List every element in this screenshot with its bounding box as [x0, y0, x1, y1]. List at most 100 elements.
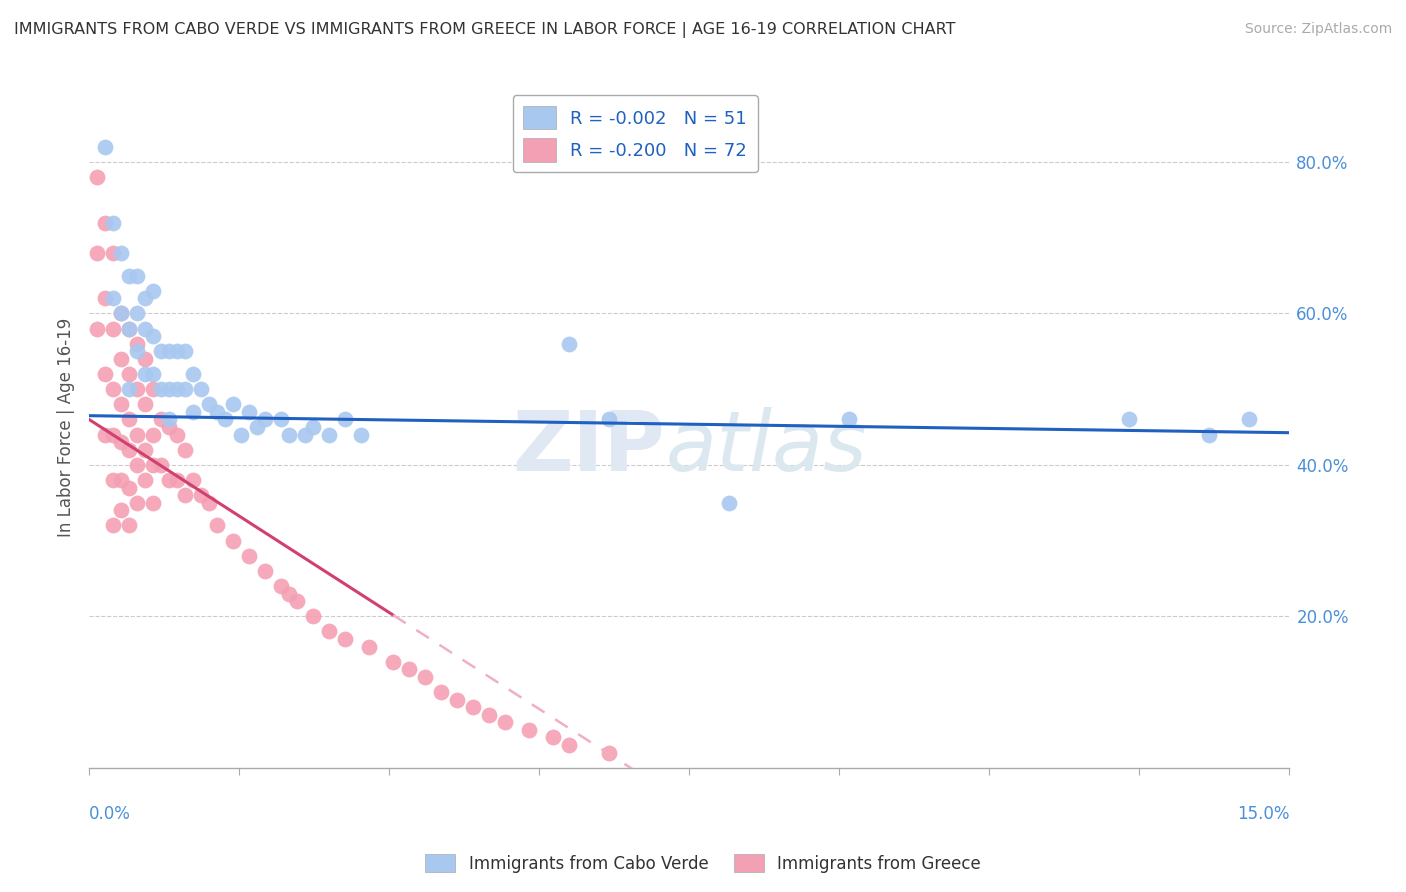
Point: [125, 268, 148, 283]
Point: [142, 284, 165, 298]
Point: [94, 216, 117, 230]
Point: [1118, 412, 1140, 426]
Point: [125, 496, 148, 510]
Point: [166, 473, 188, 487]
Point: [270, 412, 292, 426]
Point: [118, 268, 141, 283]
Point: [150, 458, 173, 472]
Point: [134, 291, 156, 305]
Point: [333, 412, 356, 426]
Point: [101, 382, 124, 396]
Point: [181, 367, 204, 381]
Point: [198, 397, 221, 411]
Point: [254, 564, 277, 578]
Point: [174, 442, 197, 457]
Point: [190, 488, 212, 502]
Point: [142, 382, 165, 396]
Point: [359, 640, 381, 654]
Text: 0.0%: 0.0%: [89, 805, 131, 823]
Point: [446, 692, 468, 706]
Point: [110, 473, 132, 487]
Point: [270, 579, 292, 593]
Point: [101, 291, 124, 305]
Point: [157, 412, 180, 426]
Point: [1198, 427, 1220, 442]
Point: [222, 533, 245, 548]
Point: [598, 412, 620, 426]
Point: [150, 382, 173, 396]
Point: [118, 481, 141, 495]
Point: [157, 344, 180, 359]
Point: [101, 427, 124, 442]
Point: [205, 405, 228, 419]
Point: [134, 367, 156, 381]
Point: [214, 412, 236, 426]
Point: [118, 518, 141, 533]
Text: atlas: atlas: [665, 407, 868, 488]
Point: [110, 246, 132, 260]
Point: [517, 723, 540, 737]
Point: [118, 382, 141, 396]
Point: [174, 382, 197, 396]
Text: Source: ZipAtlas.com: Source: ZipAtlas.com: [1244, 22, 1392, 37]
Point: [598, 746, 620, 760]
Point: [118, 321, 141, 335]
Point: [838, 412, 860, 426]
Point: [157, 382, 180, 396]
Point: [238, 549, 260, 563]
Point: [125, 458, 148, 472]
Text: ZIP: ZIP: [513, 407, 665, 488]
Point: [350, 427, 373, 442]
Point: [125, 336, 148, 351]
Point: [718, 496, 741, 510]
Point: [94, 367, 117, 381]
Point: [101, 518, 124, 533]
Point: [110, 306, 132, 320]
Text: 15.0%: 15.0%: [1237, 805, 1289, 823]
Point: [86, 321, 108, 335]
Point: [125, 306, 148, 320]
Point: [278, 427, 301, 442]
Point: [318, 427, 340, 442]
Point: [333, 632, 356, 646]
Point: [94, 291, 117, 305]
Point: [110, 435, 132, 450]
Point: [285, 594, 308, 608]
Legend: Immigrants from Cabo Verde, Immigrants from Greece: Immigrants from Cabo Verde, Immigrants f…: [419, 847, 987, 880]
Point: [118, 321, 141, 335]
Point: [494, 715, 516, 730]
Point: [229, 427, 252, 442]
Point: [238, 405, 260, 419]
Y-axis label: In Labor Force | Age 16-19: In Labor Force | Age 16-19: [58, 318, 75, 537]
Point: [134, 321, 156, 335]
Point: [318, 624, 340, 639]
Point: [174, 344, 197, 359]
Point: [558, 336, 581, 351]
Point: [142, 458, 165, 472]
Point: [302, 609, 325, 624]
Point: [382, 655, 405, 669]
Point: [134, 473, 156, 487]
Point: [166, 382, 188, 396]
Point: [101, 216, 124, 230]
Point: [94, 140, 117, 154]
Point: [86, 170, 108, 185]
Text: IMMIGRANTS FROM CABO VERDE VS IMMIGRANTS FROM GREECE IN LABOR FORCE | AGE 16-19 : IMMIGRANTS FROM CABO VERDE VS IMMIGRANTS…: [14, 22, 956, 38]
Point: [118, 367, 141, 381]
Point: [157, 473, 180, 487]
Point: [101, 246, 124, 260]
Point: [157, 420, 180, 434]
Point: [118, 442, 141, 457]
Point: [246, 420, 269, 434]
Point: [150, 412, 173, 426]
Point: [294, 427, 316, 442]
Point: [125, 382, 148, 396]
Point: [181, 473, 204, 487]
Point: [478, 707, 501, 722]
Point: [302, 420, 325, 434]
Point: [205, 518, 228, 533]
Point: [110, 351, 132, 366]
Point: [1239, 412, 1261, 426]
Point: [181, 405, 204, 419]
Point: [110, 306, 132, 320]
